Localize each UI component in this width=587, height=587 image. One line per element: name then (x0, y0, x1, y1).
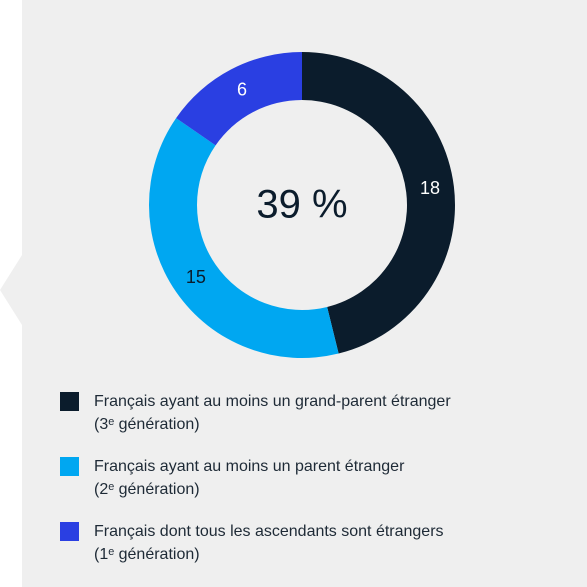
legend-label: Français ayant au moins un parent étrang… (94, 458, 405, 498)
legend-swatch (60, 392, 79, 411)
donut-segment (176, 52, 302, 146)
legend-swatch (60, 457, 79, 476)
legend-label: Français dont tous les ascendants sont é… (94, 523, 444, 563)
data-label: 18 (420, 178, 440, 198)
donut-segment (302, 52, 456, 354)
data-label: 15 (186, 267, 206, 287)
center-label: 39 % (256, 183, 347, 227)
legend-label: Français ayant au moins un grand-parent … (94, 393, 451, 433)
legend-swatch (60, 522, 79, 541)
donut-segment (148, 118, 339, 359)
data-label: 6 (237, 80, 247, 100)
